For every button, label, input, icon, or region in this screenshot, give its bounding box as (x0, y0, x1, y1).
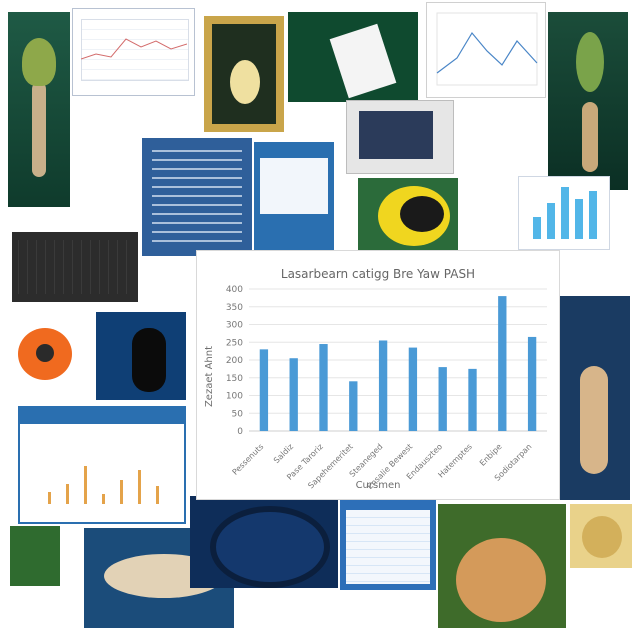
monitor-screen (359, 111, 433, 159)
left-mid-bar-6 (138, 470, 141, 504)
tile-dark-cross-section (190, 496, 338, 588)
specimen-right-root (582, 102, 598, 172)
paper-sheet (329, 23, 397, 99)
doc-lines (152, 150, 242, 246)
fruit-shape (230, 60, 260, 104)
main-chart-title: Lasarbearn catigg Bre Yaw PASH (280, 267, 476, 281)
tile-orange-cell (8, 318, 88, 390)
bar (498, 296, 507, 431)
mini-bar-5 (589, 191, 597, 239)
tile-monitor-window (346, 100, 454, 174)
capsule-shape (132, 328, 166, 392)
tile-plant-specimen-left (8, 12, 70, 207)
main-chart-xlabel: Cursmen (355, 480, 401, 491)
mini-bar-1 (533, 217, 541, 239)
mini-bar-3 (561, 187, 569, 239)
orange-cell-core (36, 344, 54, 362)
main-chart-panel: Lasarbearn catigg Bre Yaw PASH Zezaet Ah… (196, 250, 560, 500)
left-mid-bar-7 (156, 486, 159, 504)
bar (289, 358, 298, 431)
y-tick-label: 350 (226, 303, 243, 313)
tile-small-potato (570, 504, 632, 568)
y-tick-label: 200 (226, 356, 243, 366)
left-mid-bar-4 (102, 494, 105, 504)
y-tick-label: 400 (226, 285, 243, 295)
y-tick-label: 0 (237, 427, 243, 437)
mini-bar-2 (547, 203, 555, 239)
tile-line-chart-top-right (426, 2, 546, 98)
y-tick-label: 100 (226, 392, 243, 402)
tile-blue-document-center (254, 142, 334, 250)
left-mid-bar-1 (48, 492, 51, 504)
cross-section-ring (210, 506, 330, 588)
bar (349, 381, 358, 431)
tile-small-chart-top (72, 8, 195, 96)
specimen-right-body (580, 366, 608, 474)
tile-blue-spreadsheet (340, 498, 436, 590)
y-tick-label: 150 (226, 374, 243, 384)
bar (468, 368, 477, 431)
tile-yellow-bird (358, 178, 458, 252)
center-doc-white (260, 158, 328, 214)
small-potato-shape (582, 516, 622, 558)
x-category-label: Pessenuts (231, 442, 266, 477)
bar (319, 344, 328, 431)
left-mid-bar-2 (66, 484, 69, 504)
tile-potato-bottom (438, 504, 566, 628)
left-mid-bar-3 (84, 466, 87, 504)
x-category-label: Enbipe (478, 442, 504, 468)
y-tick-label: 50 (232, 409, 244, 419)
bar (378, 340, 388, 431)
bar (527, 336, 537, 431)
left-mid-header (20, 408, 184, 424)
tile-blue-document-left (142, 138, 252, 256)
tile-left-mid-bar-chart (18, 406, 186, 524)
bar (438, 367, 447, 431)
bird-head-dark (400, 196, 444, 232)
spreadsheet-white (346, 510, 430, 584)
tile-plant-specimen-right (548, 12, 628, 190)
keyboard-grid (18, 240, 132, 294)
mini-bar-4 (575, 199, 583, 239)
bar (259, 349, 269, 431)
y-tick-label: 250 (226, 338, 243, 348)
x-category-label: Saldiz (272, 442, 295, 465)
mini-grid (81, 19, 189, 81)
y-tick-label: 300 (226, 321, 243, 331)
tile-blue-capsule (96, 312, 186, 400)
tile-green-paper-sheet (288, 12, 418, 102)
left-mid-bar-5 (120, 480, 123, 504)
mini-line-series (81, 38, 187, 60)
specimen-stem (32, 82, 46, 177)
bar (408, 347, 418, 431)
specimen-leaf (22, 38, 56, 86)
tile-small-bar-chart (518, 176, 610, 250)
tile-blue-specimen-right (560, 296, 630, 500)
specimen-right-leaf (576, 32, 604, 92)
tile-leaf-bottom-left (10, 526, 60, 586)
potato-shape (456, 538, 546, 622)
top-right-line-chart (436, 12, 538, 86)
tile-dark-keyboard-screen (12, 232, 138, 302)
tile-yellow-frame-fruit (204, 16, 284, 132)
